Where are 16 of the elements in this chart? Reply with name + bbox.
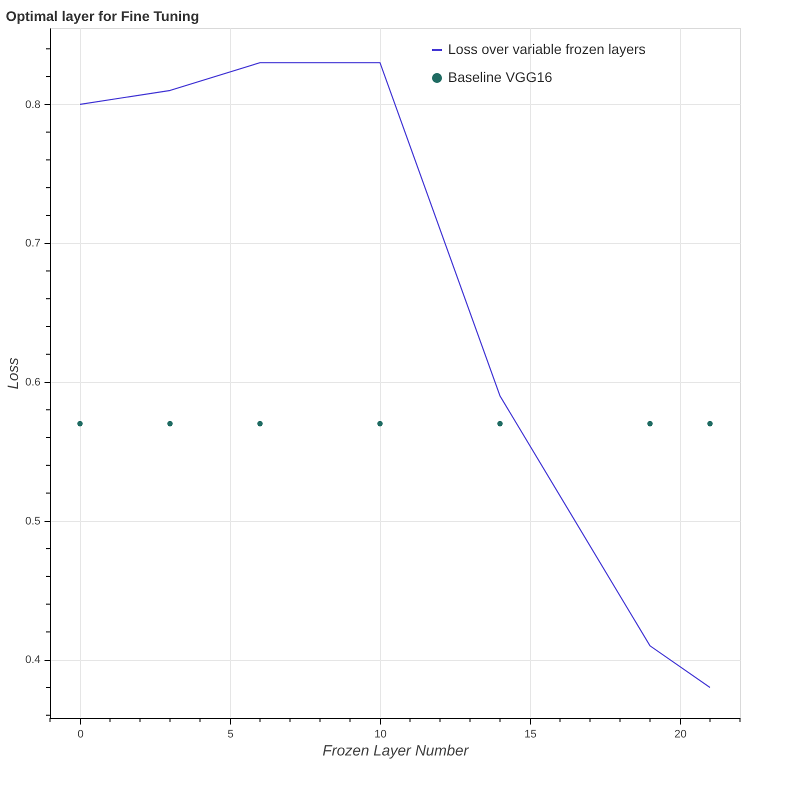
x-tick-label: 20 — [674, 728, 687, 740]
y-axis-title: Loss — [5, 357, 22, 390]
legend-label: Loss over variable frozen layers — [448, 41, 646, 57]
line-series — [79, 62, 711, 688]
y-tick-label: 0.7 — [25, 238, 40, 250]
x-tick-label: 0 — [77, 728, 84, 740]
x-tick-label: 10 — [374, 728, 387, 740]
y-tick-label: 0.4 — [25, 654, 40, 666]
chart-title: Optimal layer for Fine Tuning — [6, 8, 200, 24]
x-axis-title: Frozen Layer Number — [322, 742, 470, 760]
y-tick-label: 0.5 — [25, 515, 40, 528]
legend-label: Baseline VGG16 — [448, 69, 552, 85]
x-tick-label: 5 — [227, 728, 234, 740]
y-tick-label: 0.8 — [25, 98, 40, 111]
y-tick-label: 0.6 — [25, 376, 40, 389]
x-tick-label: 15 — [524, 728, 537, 740]
